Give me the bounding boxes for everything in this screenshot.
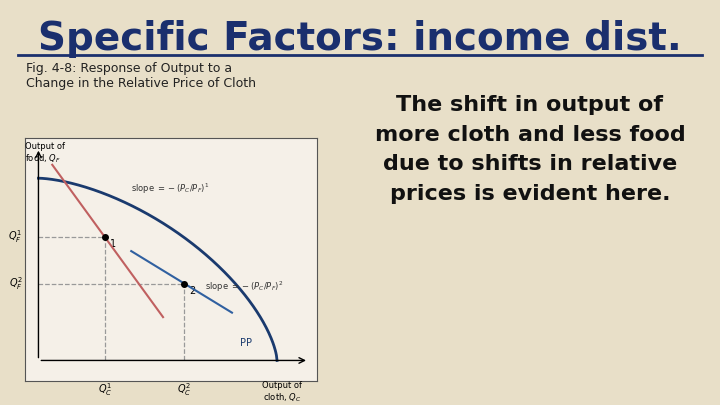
Text: PP: PP (240, 338, 252, 348)
Text: slope $= -(P_C/P_F)^1$: slope $= -(P_C/P_F)^1$ (131, 182, 210, 196)
Text: 2: 2 (189, 286, 196, 296)
Text: $Q_F^1$: $Q_F^1$ (9, 228, 22, 245)
Text: The shift in output of
more cloth and less food
due to shifts in relative
prices: The shift in output of more cloth and le… (374, 95, 685, 204)
Text: slope $= -(P_C/P_F)^2$: slope $= -(P_C/P_F)^2$ (205, 279, 284, 294)
Text: 1: 1 (110, 239, 116, 249)
Text: $Q_C^2$: $Q_C^2$ (177, 381, 192, 397)
Text: Output of
food, $Q_F$: Output of food, $Q_F$ (25, 142, 66, 165)
Text: Specific Factors: income dist.: Specific Factors: income dist. (38, 20, 682, 58)
Text: $Q_C^1$: $Q_C^1$ (97, 381, 112, 397)
Text: Fig. 4-8: Response of Output to a
  Change in the Relative Price of Cloth: Fig. 4-8: Response of Output to a Change… (18, 62, 256, 90)
Text: Output of
cloth, $Q_C$: Output of cloth, $Q_C$ (262, 381, 302, 404)
Text: $Q_F^2$: $Q_F^2$ (9, 275, 22, 292)
